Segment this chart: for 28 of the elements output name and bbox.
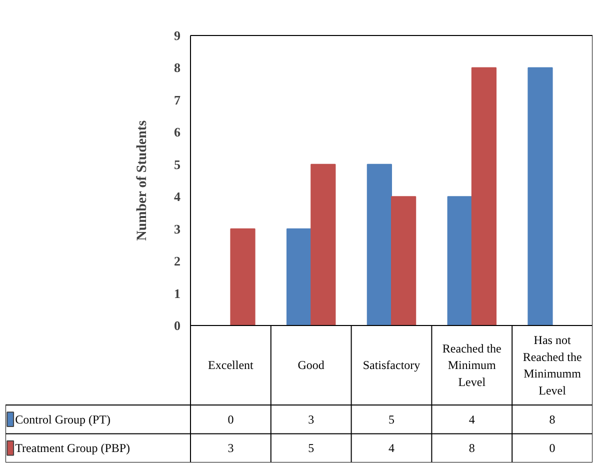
- y-tick-label: 4: [174, 189, 181, 204]
- data-label: 4: [468, 412, 475, 426]
- x-tick-label: Satisfactory: [362, 358, 420, 372]
- data-label: 0: [228, 412, 234, 426]
- x-tick-label: Good: [298, 358, 324, 372]
- y-tick-label: 6: [174, 124, 181, 140]
- y-tick-label: 7: [174, 92, 181, 108]
- legend-label: Control Group (PT): [15, 412, 110, 426]
- data-label: 8: [549, 412, 556, 426]
- data-label: 3: [308, 412, 314, 426]
- y-tick-label: 2: [174, 254, 180, 269]
- legend-label: Treatment Group (PBP): [15, 441, 130, 456]
- data-label: 5: [308, 441, 314, 456]
- data-label: 0: [549, 441, 556, 456]
- y-tick-label: 0: [174, 318, 180, 333]
- y-tick-label: 8: [174, 60, 181, 76]
- x-tick-label: Reached the Minimum Level: [442, 341, 502, 390]
- y-tick-label: 3: [174, 221, 181, 236]
- x-tick-label: Excellent: [208, 358, 254, 372]
- y-tick-label: 1: [174, 286, 180, 301]
- data-label: 4: [388, 441, 394, 456]
- y-tick-label: 9: [174, 28, 181, 43]
- y-axis-title: Number of Students: [135, 120, 150, 241]
- data-label: 5: [388, 412, 394, 426]
- data-label: 3: [228, 441, 234, 456]
- x-tick-label: Has not Reached the Minimumm Level: [522, 333, 582, 398]
- y-tick-label: 5: [174, 156, 181, 172]
- data-label: 8: [468, 441, 475, 456]
